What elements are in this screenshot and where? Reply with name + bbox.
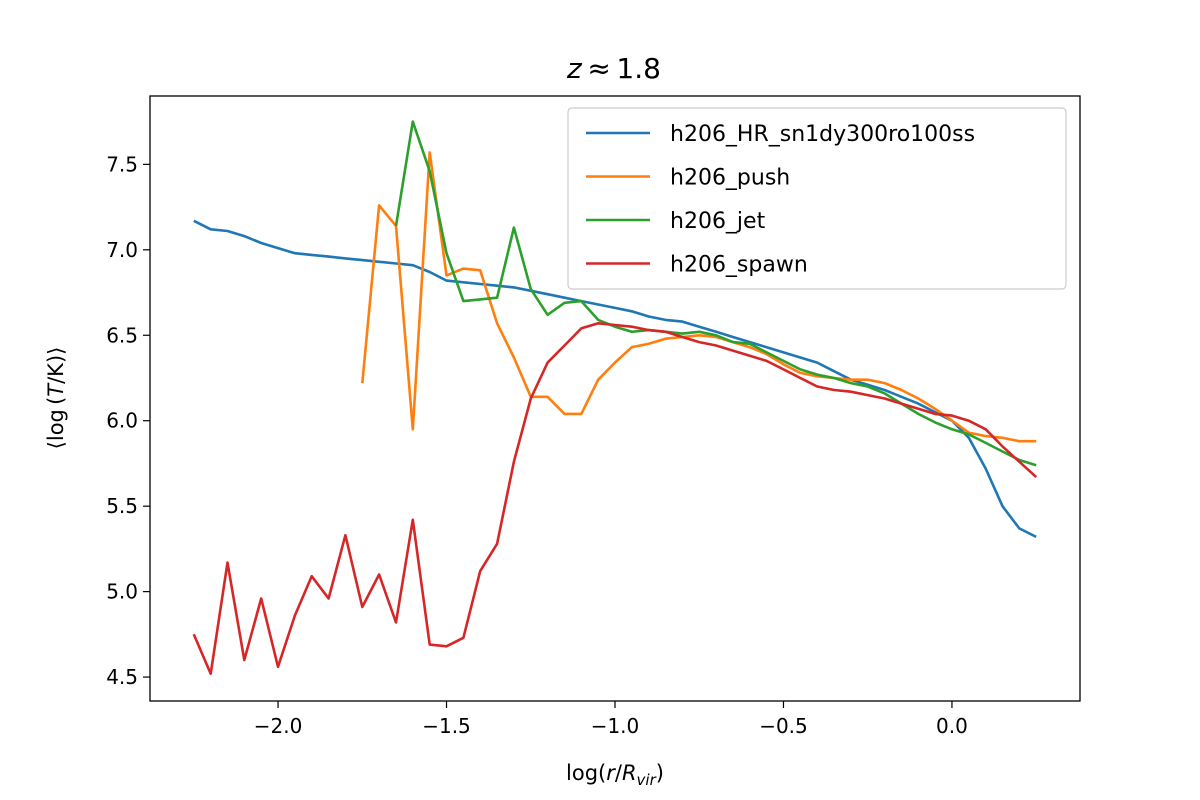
chart-title: z ≈ 1.8: [566, 52, 661, 85]
x-axis-label: log(r/Rvir): [566, 761, 664, 789]
y-axis-label-var: T: [44, 382, 68, 397]
y-tick-label: 6.5: [106, 323, 138, 347]
series-layer: [192, 120, 1038, 676]
legend-label-3: h206_spawn: [670, 253, 808, 278]
legend-box: [567, 107, 1067, 290]
x-axis-label-var2: R: [622, 761, 637, 785]
y-axis: 4.5 5.0 5.5 6.0 6.5 7.0 7.5: [106, 152, 150, 689]
y-axis-label-post: /K)⟩: [44, 347, 68, 384]
chart-title-var: z: [566, 52, 583, 85]
x-tick-label: −1.0: [591, 714, 640, 738]
x-tick-label: −1.5: [422, 714, 471, 738]
chart-title-rest: ≈ 1.8: [582, 52, 661, 85]
y-tick-label: 7.5: [106, 152, 138, 176]
legend-label-1: h206_push: [670, 166, 790, 191]
x-tick-label: 0.0: [936, 714, 968, 738]
series-line-3: [192, 321, 1038, 676]
x-axis-label-sub: vir: [637, 771, 657, 789]
y-axis-label-pre: ⟨log (: [44, 397, 68, 450]
legend-label-0: h206_HR_sn1dy300ro100ss: [670, 122, 975, 147]
legend: h206_HR_sn1dy300ro100ss h206_push h206_jet…: [567, 107, 1067, 290]
x-tick-label: −2.0: [254, 714, 303, 738]
x-axis-label-post: ): [656, 761, 664, 785]
y-tick-label: 7.0: [106, 238, 138, 262]
x-axis: −2.0 −1.5 −1.0 −0.5 0.0: [254, 701, 968, 738]
y-axis-label: ⟨log (T/K)⟩: [44, 347, 68, 450]
y-tick-label: 6.0: [106, 409, 138, 433]
series-line-1: [361, 151, 1037, 443]
x-axis-label-pre: log(: [566, 761, 606, 785]
y-tick-label: 5.5: [106, 494, 138, 518]
x-axis-label-mid: /: [615, 761, 623, 785]
legend-label-2: h206_jet: [670, 209, 766, 234]
series-line-0: [193, 219, 1037, 539]
x-axis-label-var: r: [606, 761, 616, 785]
series-line-2: [394, 120, 1037, 467]
x-tick-label: −0.5: [759, 714, 808, 738]
y-tick-label: 5.0: [106, 580, 138, 604]
y-tick-label: 4.5: [106, 665, 138, 689]
